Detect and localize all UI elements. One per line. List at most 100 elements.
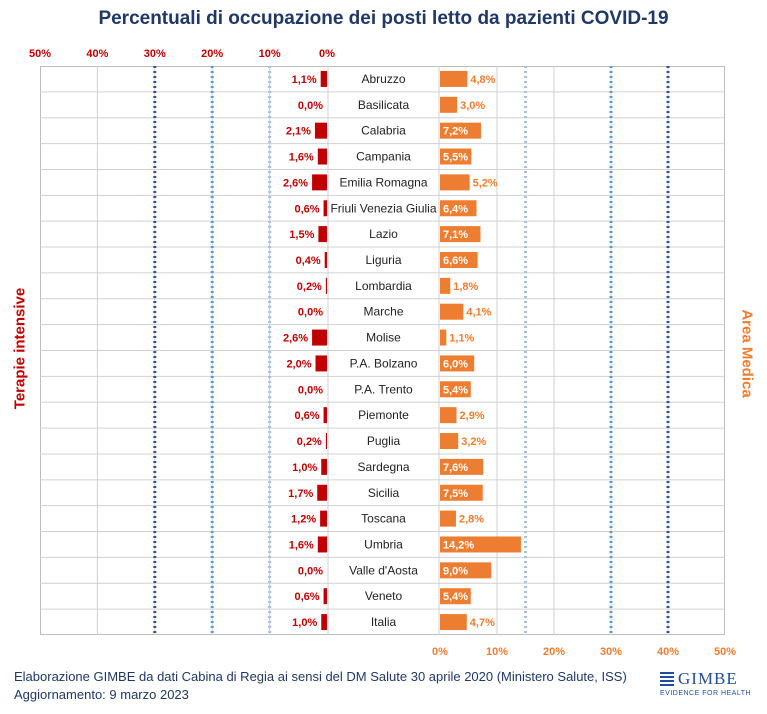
left-axis-label: Terapie intensive — [11, 287, 29, 410]
category-label: Toscana — [361, 512, 406, 526]
bar-area-medica — [440, 277, 451, 294]
tick-label-left: 20% — [201, 48, 223, 60]
data-label-right: 6,0% — [443, 358, 468, 370]
tick-label-left: 10% — [259, 48, 281, 60]
data-label-left: 0,6% — [294, 203, 319, 215]
source-line: Elaborazione GIMBE da dati Cabina di Reg… — [14, 669, 627, 684]
bar-terapie-intensive — [323, 407, 327, 424]
data-label-right: 7,6% — [443, 462, 468, 474]
bar-area-medica — [440, 329, 447, 346]
data-label-right: 9,0% — [443, 565, 468, 577]
bar-terapie-intensive — [320, 510, 327, 527]
tick-label-left: 30% — [144, 48, 166, 60]
data-label-left: 1,5% — [289, 229, 314, 241]
bar-area-medica — [440, 407, 457, 424]
data-label-right: 1,8% — [453, 281, 478, 293]
data-label-right: 4,8% — [470, 74, 495, 86]
logo-mark-icon — [660, 672, 674, 686]
bar-area-medica — [440, 355, 475, 372]
bar-area-medica — [440, 226, 481, 243]
bar-terapie-intensive — [317, 484, 327, 501]
data-label-right: 5,2% — [473, 177, 498, 189]
tick-label-right: 40% — [657, 646, 679, 658]
tick-label-left: 50% — [29, 48, 51, 60]
data-label-right: 3,0% — [460, 100, 485, 112]
data-label-left: 0,0% — [298, 384, 323, 396]
data-label-right: 5,4% — [443, 591, 468, 603]
tick-label-right: 0% — [432, 646, 448, 658]
category-label: Italia — [371, 615, 397, 629]
data-label-left: 0,2% — [297, 281, 322, 293]
bar-area-medica — [440, 536, 521, 553]
category-label: Sicilia — [368, 486, 400, 500]
chart-title: Percentuali di occupazione dei posti let… — [98, 8, 669, 29]
data-label-right: 14,2% — [443, 539, 474, 551]
category-label: Campania — [356, 150, 411, 164]
category-label: P.A. Trento — [354, 382, 413, 396]
bar-terapie-intensive — [312, 329, 327, 346]
data-label-left: 1,2% — [291, 514, 316, 526]
data-label-right: 5,5% — [443, 152, 468, 164]
data-label-right: 6,4% — [443, 203, 468, 215]
data-label-left: 1,0% — [292, 617, 317, 629]
bar-terapie-intensive — [321, 458, 327, 475]
category-label: Calabria — [361, 124, 406, 138]
data-label-right: 2,9% — [460, 410, 485, 422]
data-label-right: 7,1% — [443, 229, 468, 241]
tick-label-right: 50% — [714, 646, 736, 658]
category-label: Molise — [366, 331, 401, 345]
bar-terapie-intensive — [321, 614, 327, 631]
bar-area-medica — [440, 562, 492, 579]
data-label-right: 7,5% — [443, 488, 468, 500]
bar-area-medica — [440, 484, 483, 501]
bar-area-medica — [440, 148, 472, 165]
data-label-left: 0,4% — [296, 255, 321, 267]
gimbe-logo: GIMBE EVIDENCE FOR HEALTH — [660, 669, 756, 697]
logo-tagline: EVIDENCE FOR HEALTH — [660, 690, 752, 697]
data-label-right: 3,2% — [461, 436, 486, 448]
data-label-left: 1,1% — [292, 74, 317, 86]
tick-label-right: 20% — [543, 646, 565, 658]
bar-terapie-intensive — [320, 70, 327, 87]
category-label: Veneto — [365, 589, 403, 603]
category-label: Sardegna — [357, 460, 409, 474]
category-label: Marche — [363, 305, 403, 319]
category-label: Valle d'Aosta — [349, 563, 418, 577]
bar-area-medica — [440, 614, 467, 631]
bar-area-medica — [440, 381, 471, 398]
bar-terapie-intensive — [325, 433, 327, 450]
category-label: Emilia Romagna — [339, 175, 427, 189]
data-label-left: 0,0% — [298, 100, 323, 112]
bar-terapie-intensive — [312, 174, 327, 191]
tick-label-left: 0% — [319, 48, 335, 60]
data-label-left: 2,1% — [286, 126, 311, 138]
logo-name: GIMBE — [678, 669, 738, 688]
bar-terapie-intensive — [317, 148, 327, 165]
data-label-left: 0,0% — [298, 307, 323, 319]
bar-area-medica — [440, 588, 471, 605]
bar-terapie-intensive — [314, 122, 327, 139]
bar-terapie-intensive — [315, 355, 327, 372]
bar-area-medica — [440, 510, 456, 527]
bar-area-medica — [440, 70, 468, 87]
bar-terapie-intensive — [323, 200, 327, 217]
bar-area-medica — [440, 122, 482, 139]
category-label: Friuli Venezia Giulia — [330, 201, 436, 215]
bar-terapie-intensive — [317, 536, 327, 553]
category-label: P.A. Bolzano — [350, 356, 418, 370]
category-label: Liguria — [365, 253, 401, 267]
data-label-left: 2,6% — [283, 333, 308, 345]
data-label-left: 0,2% — [297, 436, 322, 448]
bar-area-medica — [440, 174, 470, 191]
category-label: Piemonte — [358, 408, 409, 422]
source-note: Elaborazione GIMBE da dati Cabina di Reg… — [14, 668, 627, 704]
tick-label-right: 30% — [600, 646, 622, 658]
bar-area-medica — [440, 303, 464, 320]
category-label: Abruzzo — [361, 72, 405, 86]
data-label-left: 0,0% — [298, 565, 323, 577]
data-label-right: 2,8% — [459, 514, 484, 526]
data-label-left: 2,0% — [286, 358, 311, 370]
tick-label-right: 10% — [486, 646, 508, 658]
bar-area-medica — [440, 433, 459, 450]
